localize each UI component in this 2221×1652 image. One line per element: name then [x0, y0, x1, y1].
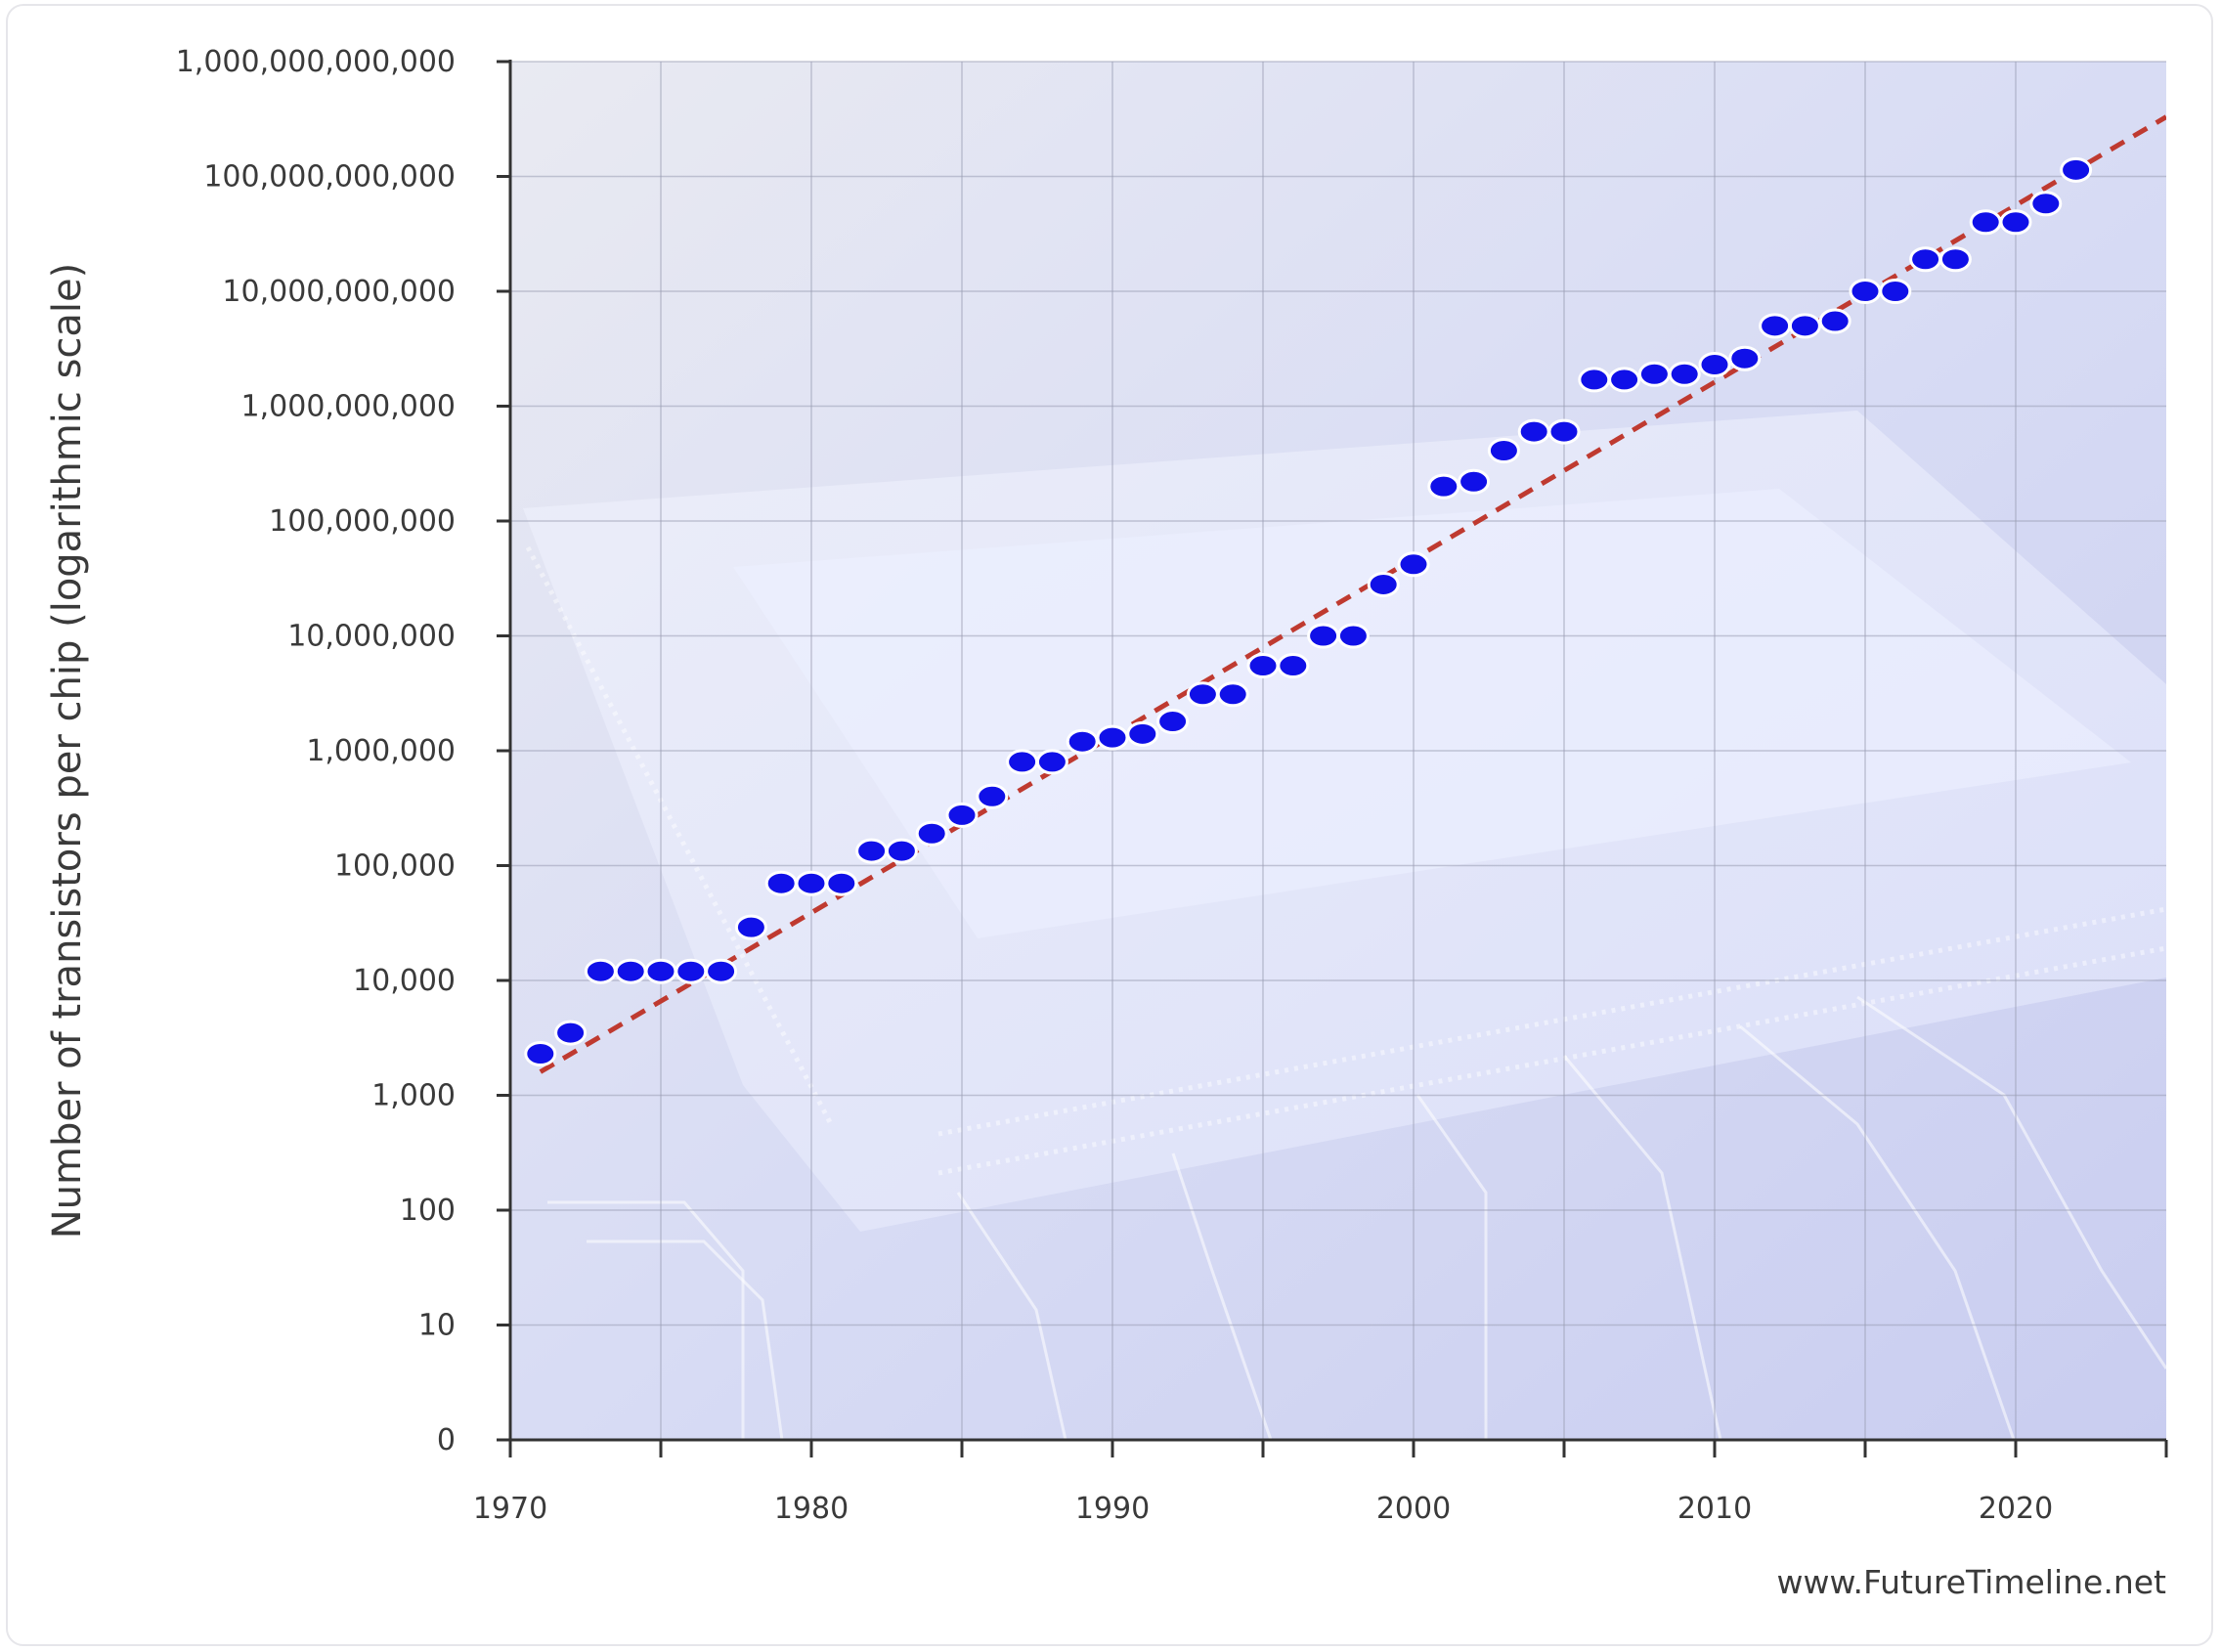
y-axis-title: Number of transistors per chip (logarith… — [45, 263, 90, 1239]
x-tick-label: 1970 — [473, 1492, 547, 1526]
data-point — [1126, 720, 1159, 747]
data-point — [1246, 653, 1280, 679]
y-tick-label: 100,000,000,000 — [203, 160, 456, 195]
data-point — [1608, 367, 1641, 393]
data-point — [1035, 749, 1068, 775]
data-point — [1186, 681, 1219, 708]
data-point — [1698, 351, 1731, 377]
data-point — [675, 958, 708, 984]
y-tick-label: 100 — [400, 1194, 456, 1228]
y-tick-label: 10,000,000 — [287, 620, 456, 654]
data-point — [1006, 749, 1039, 775]
data-point — [1307, 623, 1340, 649]
data-point — [915, 820, 948, 847]
data-point — [1156, 709, 1190, 735]
x-tick-label: 1990 — [1075, 1492, 1150, 1526]
y-tick-label: 1,000,000,000 — [241, 390, 456, 424]
data-point — [1517, 418, 1550, 445]
y-tick-label: 10 — [418, 1309, 456, 1343]
data-point — [1458, 468, 1491, 495]
y-tick-label: 1,000,000,000,000 — [176, 45, 456, 79]
data-point — [1367, 571, 1400, 597]
data-point — [855, 838, 889, 864]
data-point — [1336, 623, 1370, 649]
y-tick-label: 0 — [437, 1423, 456, 1457]
trend-line-dashed — [539, 114, 2166, 1074]
x-tick-label: 2000 — [1376, 1492, 1451, 1526]
data-point — [825, 870, 858, 896]
y-tick-label: 100,000,000 — [269, 504, 456, 539]
y-tick-label: 10,000 — [353, 964, 456, 998]
x-axis-ticks: 1970 1980 1990 2000 2010 2020 — [473, 1440, 2168, 1526]
data-point — [705, 958, 738, 984]
data-points — [524, 156, 2093, 1066]
x-tick-label: 1980 — [774, 1492, 849, 1526]
data-point — [1066, 728, 1099, 755]
data-point — [1668, 361, 1701, 387]
data-point — [1909, 246, 1942, 273]
grid-lines — [510, 61, 2166, 1440]
data-point — [1969, 209, 2002, 236]
data-point — [1879, 279, 1912, 304]
data-point — [1277, 653, 1310, 679]
data-point — [1728, 345, 1762, 371]
data-point — [1999, 209, 2032, 236]
y-tick-label: 10,000,000,000 — [222, 275, 456, 309]
data-point — [584, 958, 617, 984]
y-tick-label: 1,000,000 — [306, 734, 456, 768]
data-point — [795, 870, 828, 896]
data-point — [1487, 437, 1520, 463]
data-point — [1818, 308, 1851, 334]
data-point — [764, 870, 798, 896]
data-point — [1849, 279, 1882, 304]
data-point — [885, 838, 918, 864]
data-point — [1096, 724, 1129, 751]
data-point — [1759, 313, 1792, 339]
data-point — [1637, 361, 1671, 387]
data-point — [1547, 418, 1581, 445]
data-point — [1427, 473, 1460, 500]
y-tick-label: 1,000 — [371, 1079, 456, 1113]
data-point — [1578, 367, 1611, 393]
data-point — [2060, 156, 2093, 183]
data-point — [1788, 313, 1821, 339]
y-tick-label: 100,000 — [334, 849, 456, 884]
credit-text: www.FutureTimeline.net — [1777, 1563, 2167, 1601]
data-point — [945, 802, 979, 828]
data-point — [734, 914, 767, 940]
x-tick-label: 2020 — [1979, 1492, 2053, 1526]
trend-line — [539, 114, 2166, 1074]
data-point — [554, 1020, 588, 1046]
data-point — [644, 958, 677, 984]
data-point — [2029, 191, 2063, 217]
y-axis-ticks: 0 10 100 1,000 10,000 100,000 1,000,000 10,000,… — [176, 45, 510, 1457]
data-point — [976, 783, 1009, 809]
data-point — [1397, 551, 1430, 578]
data-point — [1938, 246, 1972, 273]
data-point — [614, 958, 647, 984]
x-tick-label: 2010 — [1677, 1492, 1752, 1526]
data-point — [524, 1040, 557, 1066]
data-point — [1216, 681, 1249, 708]
